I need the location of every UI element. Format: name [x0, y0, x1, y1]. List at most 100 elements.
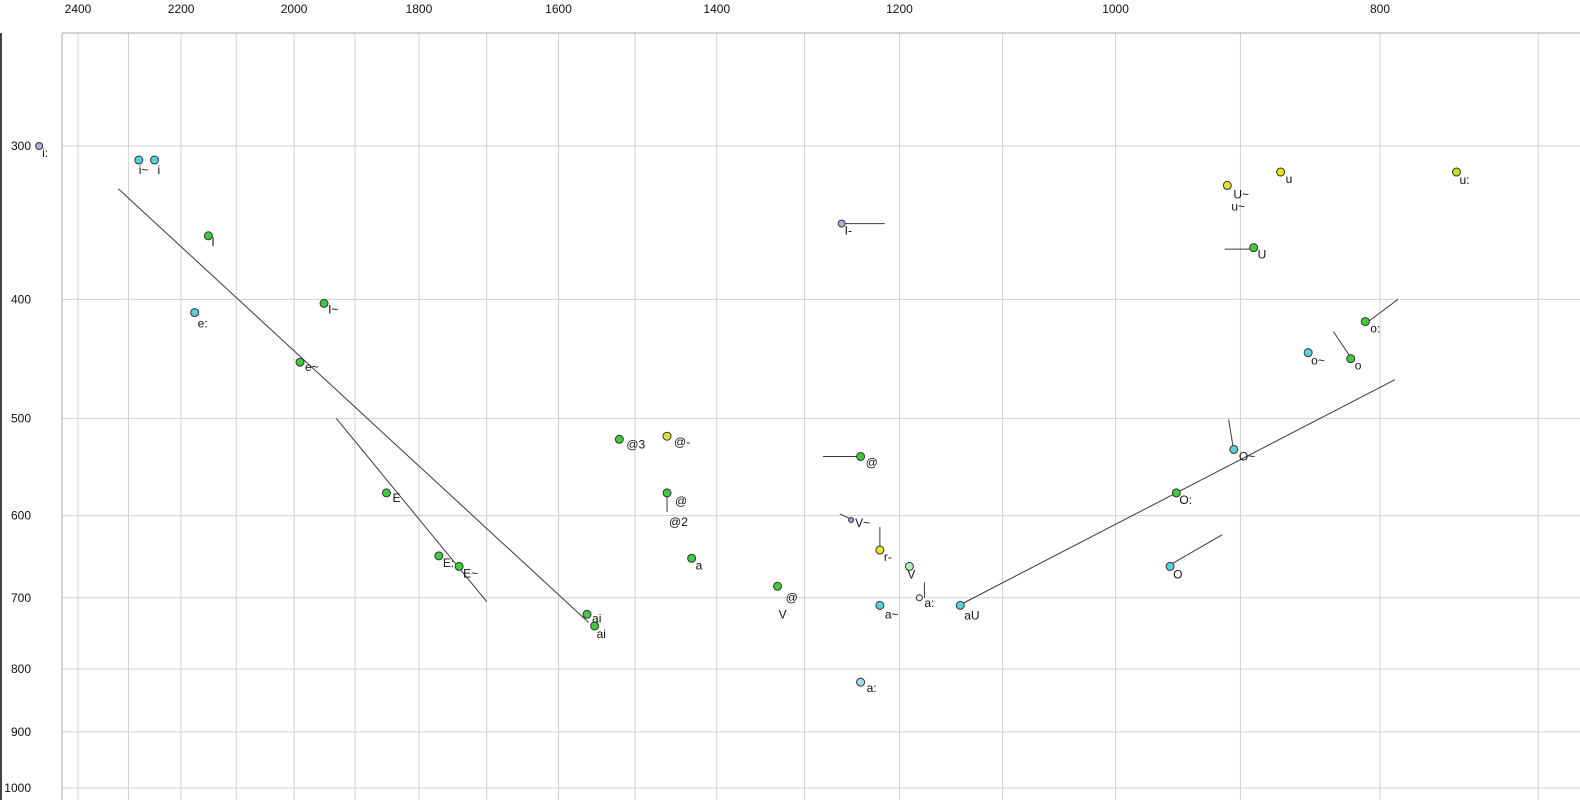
vowel-point-U	[1249, 243, 1259, 253]
vowel-point-label: u	[1286, 172, 1293, 186]
vowel-point-label: I~	[328, 302, 338, 316]
vowel-point-aU	[955, 600, 965, 610]
vowel-point-label: E~	[463, 566, 478, 580]
vowel-point-label: e:	[198, 317, 208, 331]
vowel-point-I~	[319, 298, 329, 308]
x-tick-label: 1600	[545, 2, 572, 16]
vowel-point-label: I-	[845, 224, 852, 238]
vowel-points	[35, 142, 1461, 687]
vowel-point-V	[904, 561, 914, 571]
trajectory-line	[1169, 534, 1223, 566]
y-tick-label: 600	[11, 509, 31, 523]
x-tick-label: 800	[1370, 2, 1390, 16]
plot-frame	[0, 32, 1580, 800]
vowel-point-a:	[856, 677, 866, 687]
trajectory-line	[1333, 331, 1352, 358]
vowel-point-E:	[434, 551, 444, 561]
vowel-point-label: o~	[1311, 354, 1325, 368]
vowel-point-label: V	[907, 567, 915, 581]
vowel-point-label: O~	[1239, 449, 1255, 463]
vowel-point-ai	[582, 609, 592, 619]
vowel-point-ai	[590, 621, 600, 631]
vowel-point-u:	[1451, 167, 1461, 177]
vowel-point-i:	[35, 142, 44, 150]
x-tick-label: 2200	[168, 2, 195, 16]
y-tick-label: 500	[11, 411, 31, 425]
vowel-point-label: e~	[305, 360, 319, 374]
vowel-point-V~	[848, 517, 855, 524]
vowel-point-label: a	[696, 558, 703, 572]
tick-labels: 2400 2200 2000 1800 1600 1400 1200 1000 800 300 40…	[4, 2, 1390, 795]
vowel-point-label: @2	[669, 515, 688, 529]
vowel-point-E	[381, 488, 391, 498]
vowel-point-label: ai	[592, 611, 601, 625]
y-tick-label: 800	[11, 662, 31, 676]
vowel-point-label: O:	[1179, 493, 1192, 507]
vowel-point-label: o	[1355, 359, 1362, 373]
vowel-point-sublabel: u~	[1231, 199, 1245, 213]
vowel-point-label: a:	[924, 596, 934, 610]
vowel-labels: i: i~ i Ie: I~ e~ E E: E~ @3 @- @2 @ a V @ @ I- V~ r- Va: aU a…	[42, 146, 1469, 695]
vowel-point-label: I	[211, 235, 214, 249]
vowel-point-O~	[1229, 444, 1239, 454]
vowel-point-label: V	[779, 607, 787, 621]
trajectory-line	[1367, 299, 1399, 322]
vowel-point-label: U	[1258, 248, 1267, 262]
vowel-point-label: U~	[1233, 187, 1249, 201]
vowel-point-label: E:	[443, 556, 454, 570]
vowel-point-label: i~	[139, 163, 149, 177]
trajectory-line	[117, 188, 589, 623]
vowel-point-label: @3	[626, 437, 645, 451]
vowel-point-label: aU	[964, 608, 979, 622]
vowel-point-I-	[837, 219, 846, 228]
vowel-point-r-	[875, 545, 885, 555]
vowel-point-i~	[134, 155, 144, 165]
vowel-point-I	[203, 231, 213, 241]
vowel-point-a	[687, 553, 697, 563]
trajectory-line	[335, 418, 488, 602]
vowel-point-label: @-	[674, 435, 690, 449]
x-tick-label: 1400	[703, 2, 730, 16]
vowel-point-a~	[875, 600, 885, 610]
vowel-point-@	[856, 451, 866, 461]
vowel-point-label: ai	[597, 627, 606, 641]
vowel-point-U~	[1222, 180, 1232, 190]
vowel-point-label: i	[157, 163, 160, 177]
x-tick-label: 2000	[281, 2, 308, 16]
vowel-point-label: o:	[1370, 322, 1380, 336]
vowel-point-V	[773, 581, 783, 591]
vowel-point-label: O	[1173, 567, 1182, 581]
x-tick-label: 2400	[65, 2, 92, 16]
vowel-point-O:	[1171, 488, 1181, 498]
vowel-point-label: u:	[1459, 173, 1469, 187]
x-tick-label: 1800	[406, 2, 433, 16]
vowel-point-@3	[614, 434, 624, 444]
vowel-point-O	[1165, 561, 1175, 571]
vowel-point-label: a:	[867, 681, 877, 695]
vowel-point-label: r-	[884, 550, 892, 564]
gridlines	[62, 33, 1580, 800]
vowel-point-o~	[1303, 348, 1313, 358]
vowel-point-e~	[295, 357, 305, 367]
y-tick-label: 700	[11, 591, 31, 605]
vowel-point-label: E	[392, 491, 400, 505]
y-tick-label: 300	[11, 139, 31, 153]
vowel-point-i	[149, 155, 159, 165]
vowel-point-label: V~	[855, 516, 870, 530]
vowel-point-o	[1346, 354, 1356, 364]
vowel-point-a:	[915, 594, 923, 602]
vowel-point-label: i:	[42, 146, 48, 160]
y-tick-label: 1000	[4, 781, 31, 795]
vowel-point-label: @	[866, 455, 878, 469]
vowel-point-u	[1276, 167, 1286, 177]
vowel-point-sublabel: @	[786, 590, 798, 604]
vowel-point-sublabel: @	[675, 494, 687, 508]
vowel-point-o:	[1360, 317, 1370, 327]
vowel-point-E~	[454, 561, 464, 571]
vowel-point-label: a~	[885, 607, 899, 621]
y-tick-label: 400	[11, 292, 31, 306]
vowel-point-@2	[662, 488, 672, 498]
vowel-point-e:	[190, 308, 200, 318]
